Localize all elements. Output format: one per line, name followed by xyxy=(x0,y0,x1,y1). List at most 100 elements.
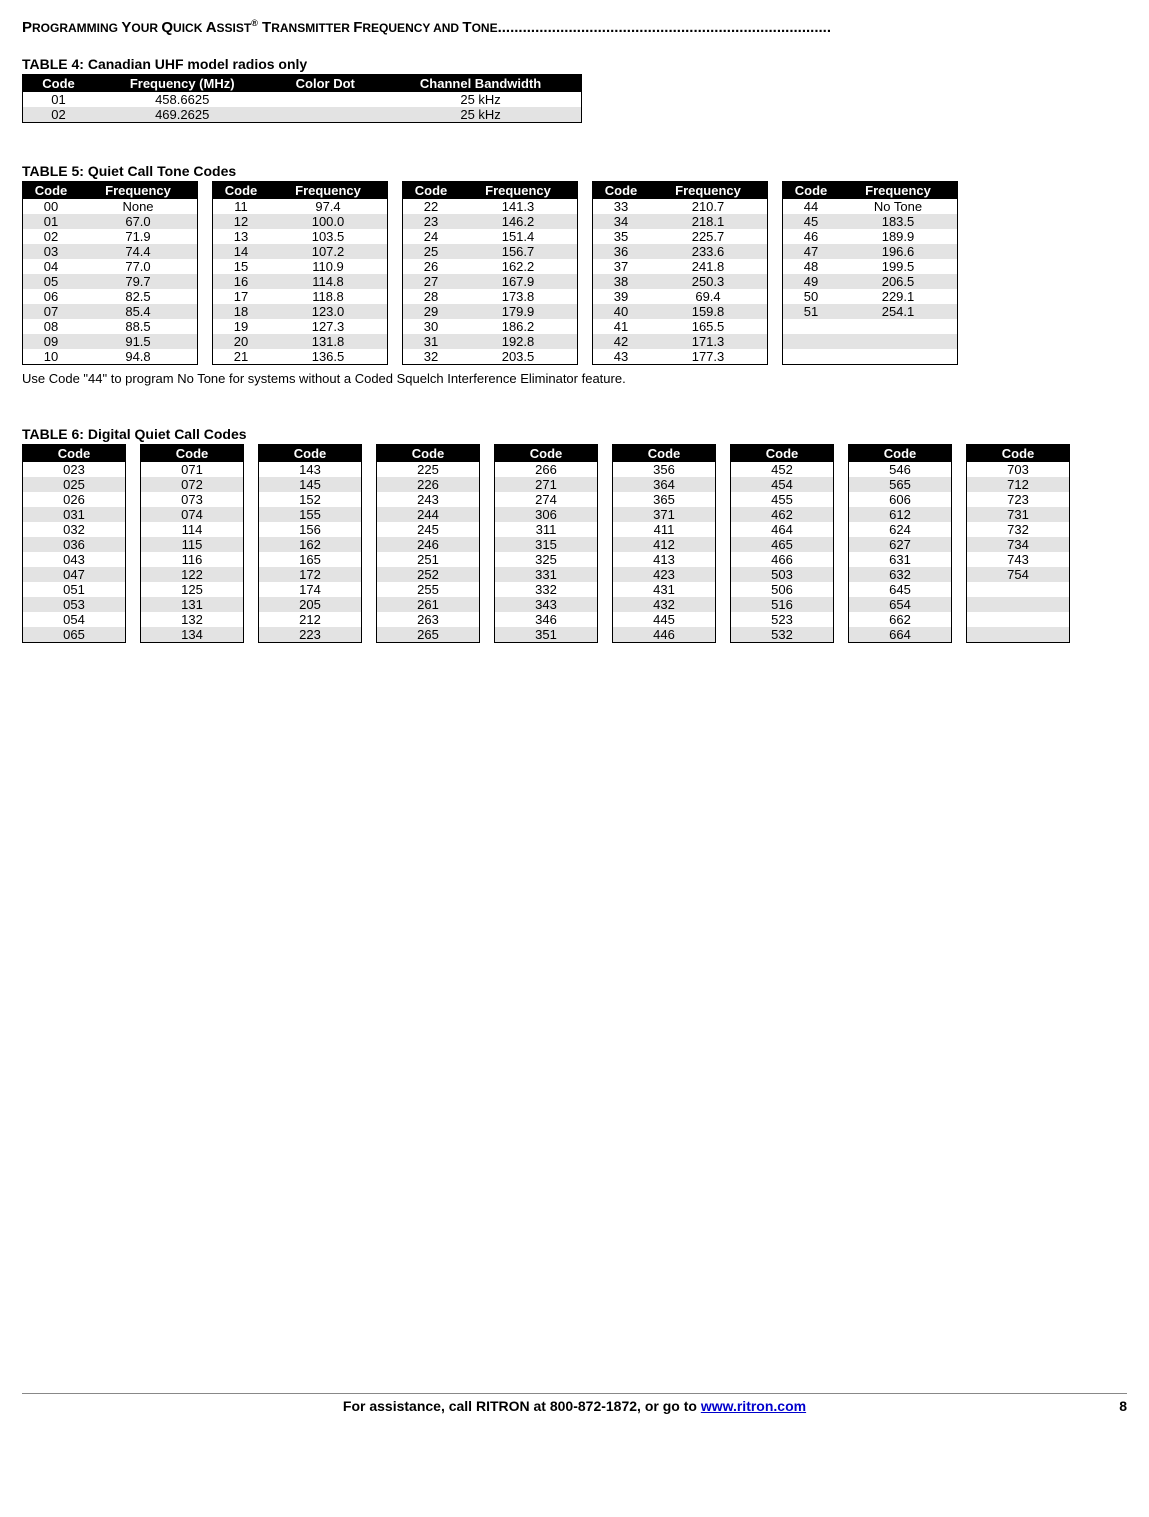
table-row: 132 xyxy=(141,612,244,627)
table-cell: 67.0 xyxy=(79,214,198,229)
table-cell: 223 xyxy=(259,627,362,643)
table-row xyxy=(967,582,1070,597)
table-cell: 413 xyxy=(613,552,716,567)
table-row: 172 xyxy=(259,567,362,582)
table-row: 023 xyxy=(23,462,126,477)
table-cell: 131 xyxy=(141,597,244,612)
hdr-dots: ........................................… xyxy=(498,19,831,36)
table-cell: 023 xyxy=(23,462,126,477)
table5-subtable: CodeFrequency00None0167.00271.90374.4047… xyxy=(22,181,198,365)
table-cell: 205 xyxy=(259,597,362,612)
table4: Code Frequency (MHz) Color Dot Channel B… xyxy=(22,74,582,123)
table-cell: 454 xyxy=(731,477,834,492)
table-cell: 565 xyxy=(849,477,952,492)
table-row: 624 xyxy=(849,522,952,537)
table6-subtable: Code266271274306311315325331332343346351 xyxy=(494,444,598,643)
table-row xyxy=(783,334,958,349)
table-row: 0991.5 xyxy=(23,334,198,349)
table-cell: 371 xyxy=(613,507,716,522)
table-cell: 01 xyxy=(23,214,80,229)
table-row: 0374.4 xyxy=(23,244,198,259)
table-cell: 054 xyxy=(23,612,126,627)
table-cell: 43 xyxy=(593,349,650,365)
table-cell: 100.0 xyxy=(269,214,388,229)
table-row: 165 xyxy=(259,552,362,567)
table4-title: TABLE 4: Canadian UHF model radios only xyxy=(22,56,1127,72)
table-row: 122 xyxy=(141,567,244,582)
table-row: 503 xyxy=(731,567,834,582)
table-row: 452 xyxy=(731,462,834,477)
table-header-cell: Frequency xyxy=(839,182,958,200)
table-cell: 88.5 xyxy=(79,319,198,334)
table-row: 255 xyxy=(377,582,480,597)
footer-page: 8 xyxy=(1119,1398,1127,1414)
table-cell: 612 xyxy=(849,507,952,522)
table-cell: 91.5 xyxy=(79,334,198,349)
table-cell: 250.3 xyxy=(649,274,768,289)
table-cell xyxy=(270,107,380,123)
table-row: 546 xyxy=(849,462,952,477)
table-cell xyxy=(967,612,1070,627)
table-cell: 127.3 xyxy=(269,319,388,334)
table-row: 053 xyxy=(23,597,126,612)
table-row: 532 xyxy=(731,627,834,643)
table-row: 365 xyxy=(613,492,716,507)
table-cell: 254.1 xyxy=(839,304,958,319)
footer-link[interactable]: www.ritron.com xyxy=(701,1398,806,1414)
table-row: 645 xyxy=(849,582,952,597)
table-cell: 31 xyxy=(403,334,460,349)
table-cell: 44 xyxy=(783,199,840,214)
table-cell: 311 xyxy=(495,522,598,537)
table-cell xyxy=(967,597,1070,612)
table-row: 13103.5 xyxy=(213,229,388,244)
table-row: 41165.5 xyxy=(593,319,768,334)
table-cell: 156 xyxy=(259,522,362,537)
table-header-row: CodeFrequency xyxy=(783,182,958,200)
table6-subtable: Code703712723731732734743754 xyxy=(966,444,1070,643)
table-cell: 252 xyxy=(377,567,480,582)
table-row xyxy=(783,349,958,365)
table-header-cell: Frequency xyxy=(269,182,388,200)
table-cell: 141.3 xyxy=(459,199,578,214)
table-cell: No Tone xyxy=(839,199,958,214)
table-row: 732 xyxy=(967,522,1070,537)
table-cell: 032 xyxy=(23,522,126,537)
table-header-cell: Code xyxy=(731,445,834,463)
table-row: 244 xyxy=(377,507,480,522)
table-cell: 743 xyxy=(967,552,1070,567)
table-cell xyxy=(783,319,840,334)
table-row: 413 xyxy=(613,552,716,567)
table-cell: 12 xyxy=(213,214,270,229)
table6-container: Code023025026031032036043047051053054065… xyxy=(22,444,1127,643)
table-row: 205 xyxy=(259,597,362,612)
table-row: 411 xyxy=(613,522,716,537)
table-cell: 315 xyxy=(495,537,598,552)
footer-before: For assistance, call RITRON at 800-872-1… xyxy=(343,1398,701,1414)
table-row: 025 xyxy=(23,477,126,492)
table-cell: 423 xyxy=(613,567,716,582)
table-cell xyxy=(783,349,840,365)
table-cell: 00 xyxy=(23,199,80,214)
table-row: 364 xyxy=(613,477,716,492)
table-row: 44No Tone xyxy=(783,199,958,214)
table-header-row: Code xyxy=(731,445,834,463)
table-cell: 174 xyxy=(259,582,362,597)
table-row: 01458.662525 kHz xyxy=(23,92,582,107)
table-cell: 151.4 xyxy=(459,229,578,244)
table-cell: 115 xyxy=(141,537,244,552)
table-row: 263 xyxy=(377,612,480,627)
table-cell: 114 xyxy=(141,522,244,537)
table-cell: 131.8 xyxy=(269,334,388,349)
table-cell: 732 xyxy=(967,522,1070,537)
table-cell: 244 xyxy=(377,507,480,522)
table-cell: 50 xyxy=(783,289,840,304)
table-row: 0682.5 xyxy=(23,289,198,304)
table-cell: None xyxy=(79,199,198,214)
table-cell: 85.4 xyxy=(79,304,198,319)
table-cell: 271 xyxy=(495,477,598,492)
table-row: 145 xyxy=(259,477,362,492)
table-cell: 74.4 xyxy=(79,244,198,259)
table6-subtable: Code143145152155156162165172174205212223 xyxy=(258,444,362,643)
table-row: 152 xyxy=(259,492,362,507)
table-header-cell: Code xyxy=(23,445,126,463)
